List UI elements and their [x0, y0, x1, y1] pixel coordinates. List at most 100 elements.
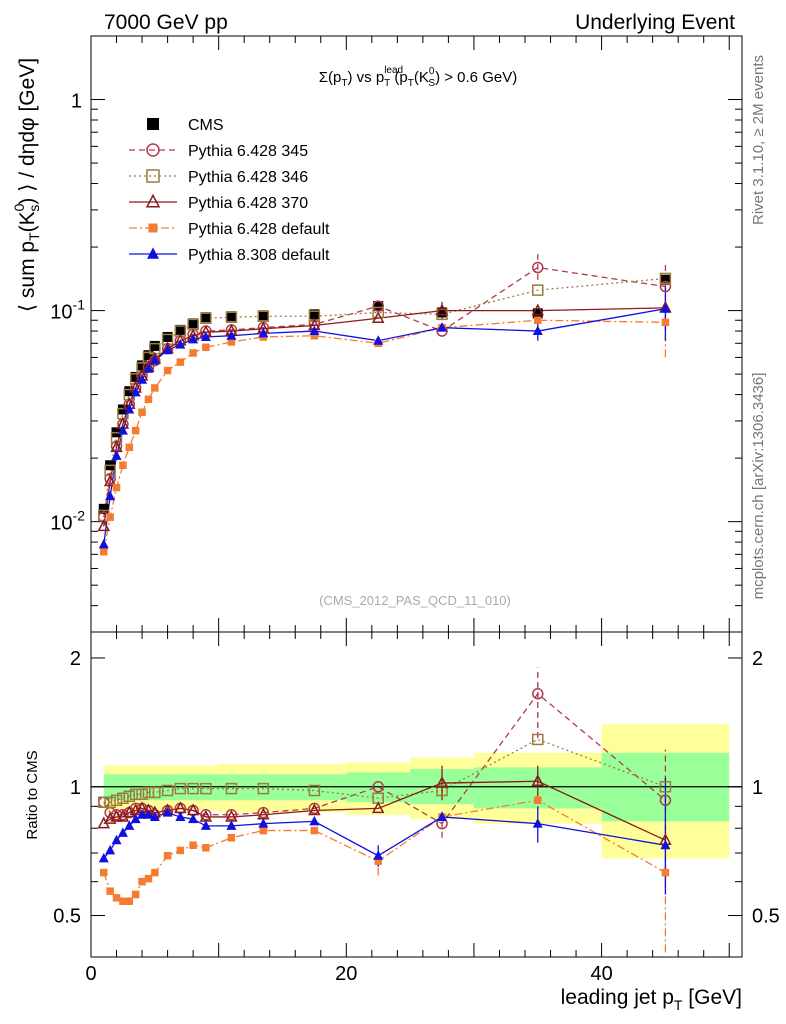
data-point: [119, 461, 127, 470]
legend-marker: [146, 143, 160, 157]
data-point: [200, 312, 212, 324]
data-point: [117, 425, 128, 435]
ratio-markers-p6def: [100, 796, 670, 905]
y-tick-label: 10-1: [50, 297, 85, 324]
header-left: 7000 GeV pp: [104, 11, 228, 34]
legend-marker: [147, 247, 159, 259]
ratio-point: [124, 820, 135, 830]
data-point: [130, 371, 141, 382]
y-tick-label: 1: [71, 91, 82, 113]
ratio-point: [104, 796, 116, 808]
data-point: [659, 272, 672, 285]
ratio-point: [162, 807, 173, 817]
ratio-point: [189, 841, 197, 849]
legend-marker: [146, 169, 160, 183]
data-point: [227, 338, 236, 346]
ratio-point: [131, 890, 140, 899]
data-point: [130, 386, 141, 397]
data-point: [532, 261, 544, 274]
data-point: [437, 307, 448, 318]
data-point: [435, 303, 449, 316]
rivet-label: Rivet 3.1.10, ≥ 2M events: [750, 55, 767, 225]
ratio-point: [130, 813, 141, 824]
ratio-y-tick-label: 1: [70, 777, 81, 799]
data-point: [371, 311, 385, 323]
source-label: mcplots.cern.ch [arXiv:1306.3436]: [750, 373, 767, 600]
main-series-layer: [97, 254, 672, 556]
data-point: [309, 325, 320, 336]
data-point: [372, 300, 384, 312]
x-tick-label: 40: [590, 963, 612, 985]
data-point: [98, 503, 109, 514]
ratio-point: [175, 811, 186, 821]
ratio-y-tick-label-right: 1: [752, 777, 763, 799]
ratio-point: [111, 834, 122, 845]
ratio-point: [174, 782, 187, 795]
data-point: [131, 426, 140, 435]
data-point: [659, 280, 672, 293]
ratio-point: [534, 796, 542, 804]
ratio-point: [435, 775, 449, 788]
ratio-y-tick-label-right: 2: [752, 648, 763, 670]
ratio-point: [437, 811, 448, 821]
data-point: [124, 403, 135, 414]
data-point: [143, 363, 154, 373]
ratio-point: [532, 818, 543, 828]
ratio-point: [129, 788, 142, 801]
data-point: [144, 395, 153, 404]
data-point: [151, 384, 159, 392]
ratio-point: [187, 782, 199, 795]
legend-marker: [145, 193, 161, 208]
data-point: [258, 310, 269, 321]
data-point: [437, 322, 448, 332]
ratio-point: [200, 809, 212, 821]
ratio-point: [143, 809, 154, 819]
ratio-point: [660, 839, 671, 850]
data-point: [138, 408, 146, 416]
data-point: [103, 474, 117, 487]
ratio-point: [531, 774, 545, 787]
ratio-point: [257, 782, 270, 795]
ratio-point: [202, 844, 210, 852]
data-point: [225, 311, 238, 323]
ratio-point: [176, 846, 185, 855]
data-point: [143, 350, 154, 361]
data-point: [125, 443, 134, 452]
ratio-axes: 0.5 0.51 12 20 20 40: [53, 632, 780, 985]
ratio-point: [225, 809, 238, 821]
ratio-point: [310, 826, 319, 835]
data-point: [532, 284, 544, 296]
ratio-point: [110, 794, 123, 806]
ratio-point: [308, 803, 321, 816]
series-line: [103, 308, 666, 545]
data-point: [660, 274, 671, 285]
legend-marker: [147, 118, 159, 130]
data-point: [532, 308, 543, 319]
data-point: [226, 311, 237, 322]
data-point: [149, 355, 160, 365]
data-point: [175, 324, 186, 335]
data-point: [112, 483, 121, 492]
data-point: [111, 450, 122, 460]
ratio-point: [136, 788, 148, 801]
markers-p6def: [100, 316, 670, 556]
ratio-point: [151, 868, 159, 877]
ratio-point: [257, 806, 270, 819]
ratio-point: [225, 782, 238, 795]
data-point: [97, 519, 111, 532]
ratio-point: [200, 820, 211, 830]
ratio-point: [436, 784, 448, 797]
ratio-border: [90, 631, 743, 958]
ratio-point: [200, 782, 212, 795]
ratio-point: [371, 801, 385, 814]
legend-marker: [148, 223, 158, 233]
data-point: [137, 374, 148, 384]
series-p8def: [103, 308, 666, 545]
data-point: [176, 358, 185, 366]
ratio-y-tick-label: 2: [70, 648, 81, 670]
data-point: [531, 303, 545, 316]
ratio-markers-p346: [98, 733, 672, 808]
main-ylabel: ⟨ sum pT(K0s) ⟩ / dηdφ [GeV]: [11, 58, 42, 312]
ratio-point: [374, 857, 382, 865]
